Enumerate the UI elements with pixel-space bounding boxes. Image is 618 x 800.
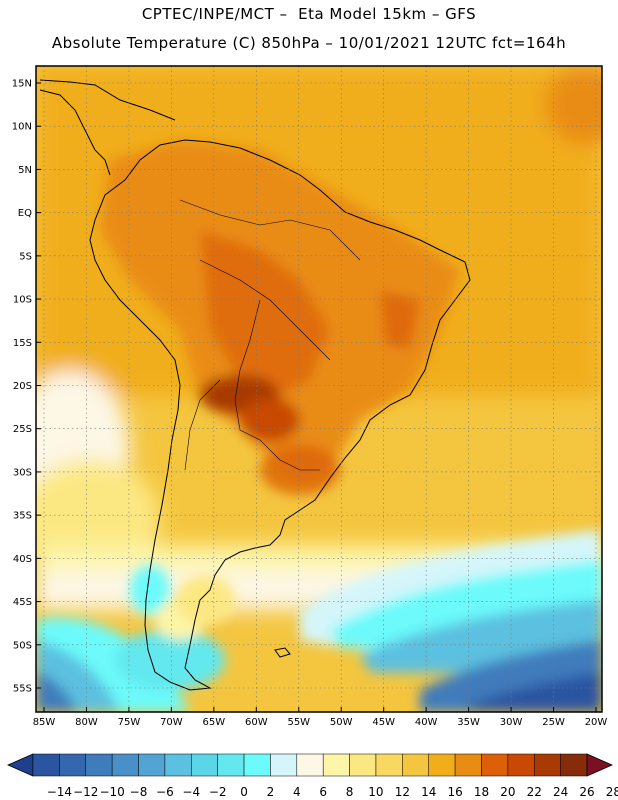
lat-label: 45S [13, 597, 32, 608]
colorbar-tick-label: 8 [346, 785, 354, 799]
coastline-layer [39, 79, 471, 691]
colorbar-tick-label: 0 [240, 785, 248, 799]
colorbar-tick-label: −6 [156, 785, 174, 799]
colorbar-tick-label: 10 [368, 785, 383, 799]
colorbar-tick-label: 16 [447, 785, 462, 799]
lon-label: 55W [287, 717, 310, 728]
colorbar-swatch [32, 753, 60, 777]
lon-label: 80W [75, 717, 98, 728]
colorbar-swatch [243, 753, 271, 777]
colorbar-tick-label: 24 [553, 785, 568, 799]
lat-label: 5N [18, 165, 32, 176]
colorbar-swatch [507, 753, 535, 777]
lat-label: 20S [13, 381, 32, 392]
colorbar-tick-label: 2 [267, 785, 275, 799]
temperature-field [36, 66, 602, 712]
colorbar-tick-label: 6 [319, 785, 327, 799]
colorbar-tick-label: 4 [293, 785, 301, 799]
lat-label: 25S [13, 424, 32, 435]
colorbar-swatch [85, 753, 113, 777]
colorbar-swatch [375, 753, 403, 777]
lon-label: 40W [415, 717, 438, 728]
colorbar-swatch [217, 753, 245, 777]
falkland-islands [274, 647, 291, 658]
latitude-labels: 15N 10N 5N EQ 5S 10S 15S 20S 25S 30S 35S 40S 45S 50S 5… [12, 79, 41, 695]
central-america-coastline [39, 89, 111, 176]
colorbar-tick-label: −4 [182, 785, 200, 799]
lon-label: 60W [245, 717, 268, 728]
lat-label: 40S [13, 554, 32, 565]
colorbar-swatch [533, 753, 561, 777]
colorbar-swatch [164, 753, 192, 777]
lat-label: 50S [13, 640, 32, 651]
lon-label: 45W [372, 717, 395, 728]
lon-label: 50W [330, 717, 353, 728]
colorbar-tick-label: 18 [474, 785, 489, 799]
caribbean-coast [39, 79, 176, 121]
colorbar-labels: −14 −12 −10 −8 −6 −4 −2 0 2 4 6 8 10 12 14 16 18 20 22 24 26… [47, 785, 618, 799]
colorbar-swatch [296, 753, 324, 777]
longitude-labels: 85W 80W 75W 70W 65W 60W 55W 50W 45W 40W 35W 30W 25W 2… [33, 707, 608, 728]
colorbar-tick-label: 14 [421, 785, 436, 799]
colorbar-swatch [59, 753, 87, 777]
colorbar-tick-label: −2 [209, 785, 227, 799]
colorbar-right-arrow [586, 753, 613, 777]
country-borders [179, 199, 361, 471]
lat-label: 15S [13, 338, 32, 349]
lon-label: 35W [457, 717, 480, 728]
lat-label: 55S [13, 684, 32, 695]
lat-label: 35S [13, 511, 32, 522]
colorbar-swatch [191, 753, 218, 777]
lon-label: 70W [160, 717, 183, 728]
colorbar-swatch [560, 753, 588, 777]
lon-label: 65W [203, 717, 226, 728]
colorbar-swatch [349, 753, 377, 777]
lat-label: 15N [12, 79, 32, 90]
title-line-2: Absolute Temperature (C) 850hPa – 10/01/… [51, 34, 567, 52]
title-line-1: CPTEC/INPE/MCT – Eta Model 15km – GFS [141, 5, 477, 23]
colorbar-swatch [111, 753, 139, 777]
colorbar-swatch [270, 753, 298, 777]
lat-label: 30S [13, 467, 32, 478]
south-america-coastline [89, 139, 471, 691]
colorbar-swatch [428, 753, 456, 777]
colorbar-swatch [481, 753, 509, 777]
colorbar-tick-label: 20 [500, 785, 515, 799]
colorbar-swatch [322, 753, 350, 777]
colorbar-tick-label: −14 [47, 785, 72, 799]
map-frame [35, 65, 603, 713]
colorbar [7, 753, 613, 777]
colorbar-tick-label: −12 [73, 785, 98, 799]
colorbar-tick-label: −8 [130, 785, 148, 799]
lon-label: 30W [500, 717, 523, 728]
colorbar-left-arrow [7, 753, 34, 777]
lon-label: 25W [542, 717, 565, 728]
lat-label: EQ [18, 208, 32, 219]
lat-label: 10N [12, 122, 32, 133]
colorbar-tick-label: 26 [579, 785, 594, 799]
lon-label: 85W [33, 717, 56, 728]
lon-label: 75W [118, 717, 141, 728]
colorbar-swatch [454, 753, 482, 777]
colorbar-tick-label: −10 [99, 785, 124, 799]
colorbar-swatch [402, 753, 429, 777]
colorbar-tick-label: 22 [527, 785, 542, 799]
colorbar-tick-label: 12 [395, 785, 410, 799]
colorbar-tick-label: 28 [606, 785, 618, 799]
lat-label: 10S [13, 295, 32, 306]
lon-label: 20W [585, 717, 608, 728]
colorbar-swatch [138, 753, 166, 777]
lat-label: 5S [19, 251, 32, 262]
